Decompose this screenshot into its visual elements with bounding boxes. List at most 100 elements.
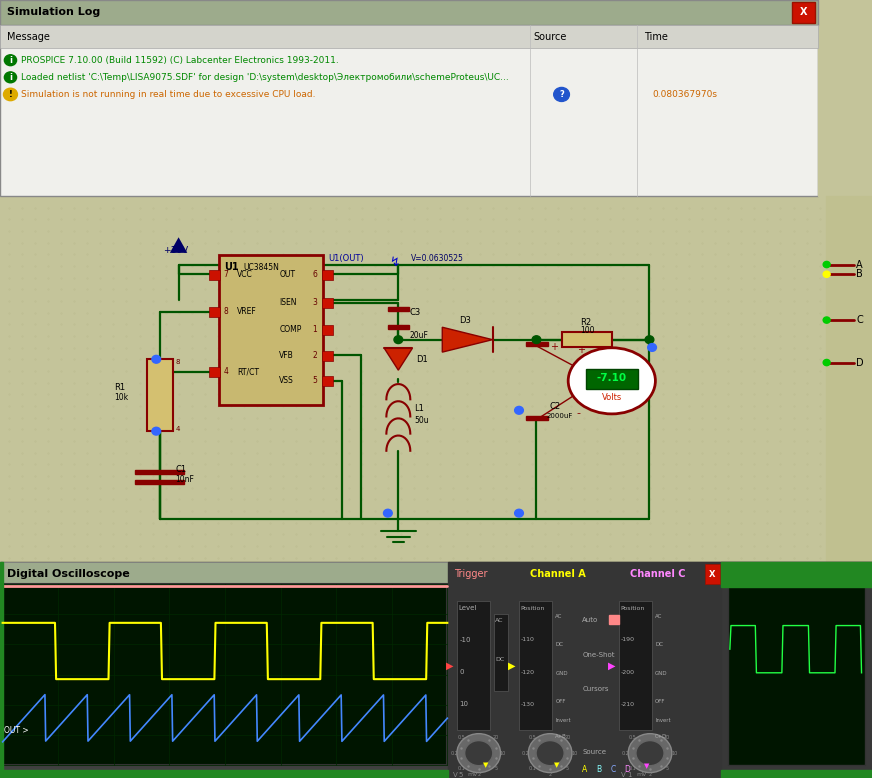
Text: 10: 10 xyxy=(671,751,678,755)
Bar xyxy=(609,615,619,625)
Text: 4: 4 xyxy=(175,426,180,432)
Text: 2: 2 xyxy=(548,773,552,777)
Text: 3: 3 xyxy=(312,298,317,307)
Text: -200: -200 xyxy=(620,670,634,675)
Circle shape xyxy=(3,88,17,100)
Bar xyxy=(0,562,872,778)
Text: Loaded netlist 'C:\Temp\LISA9075.SDF' for design 'D:\system\desktop\Электромобил: Loaded netlist 'C:\Temp\LISA9075.SDF' fo… xyxy=(21,73,508,82)
Bar xyxy=(388,325,409,329)
Bar xyxy=(209,367,221,377)
Text: A: A xyxy=(856,260,863,269)
Text: 100: 100 xyxy=(580,326,594,335)
Text: V: V xyxy=(453,772,457,778)
Text: 20: 20 xyxy=(664,735,671,741)
Text: 10: 10 xyxy=(571,751,577,755)
Circle shape xyxy=(532,336,541,344)
Text: D3: D3 xyxy=(459,316,471,324)
Bar xyxy=(0,196,872,562)
Text: 0.080367970s: 0.080367970s xyxy=(652,90,718,99)
Text: AC: AC xyxy=(655,614,663,619)
Bar xyxy=(792,2,815,23)
Bar xyxy=(388,307,409,310)
Text: 10nF: 10nF xyxy=(175,475,194,484)
Bar xyxy=(220,254,323,405)
Text: C+D: C+D xyxy=(655,734,667,739)
Text: !: ! xyxy=(9,90,12,99)
Text: 5: 5 xyxy=(312,377,317,385)
Text: A+B: A+B xyxy=(555,734,567,739)
Text: -210: -210 xyxy=(620,702,634,707)
Text: ▼: ▼ xyxy=(555,762,560,768)
Text: 5: 5 xyxy=(459,772,463,778)
Bar xyxy=(721,562,872,587)
Text: 20: 20 xyxy=(493,735,499,741)
Text: Source: Source xyxy=(534,32,567,41)
Text: R1: R1 xyxy=(114,383,126,392)
Text: D1: D1 xyxy=(416,355,427,364)
Text: 2000uF: 2000uF xyxy=(547,413,573,419)
Circle shape xyxy=(823,261,830,268)
Bar xyxy=(448,562,721,778)
Text: Position: Position xyxy=(521,606,545,611)
Text: UC3845N: UC3845N xyxy=(244,263,280,272)
Bar xyxy=(818,0,872,196)
Circle shape xyxy=(457,734,501,773)
Text: ISEN: ISEN xyxy=(279,298,296,307)
Text: 0.5: 0.5 xyxy=(529,735,537,741)
Text: X: X xyxy=(800,8,807,17)
Bar xyxy=(0,770,448,778)
Text: ▶: ▶ xyxy=(446,661,454,671)
Bar xyxy=(721,562,872,778)
Text: 4: 4 xyxy=(224,367,228,377)
Circle shape xyxy=(823,272,830,278)
Text: Channel C: Channel C xyxy=(630,569,685,579)
Circle shape xyxy=(628,734,671,773)
Text: DC: DC xyxy=(495,657,505,661)
Bar xyxy=(705,564,720,584)
Bar xyxy=(135,480,184,484)
Text: Auto: Auto xyxy=(582,617,598,623)
Text: ↯: ↯ xyxy=(389,256,399,269)
Circle shape xyxy=(554,87,569,101)
Text: -130: -130 xyxy=(521,702,535,707)
Text: Invert: Invert xyxy=(555,717,571,723)
Text: +10V: +10V xyxy=(163,246,188,255)
Text: ▶: ▶ xyxy=(608,661,616,671)
Bar xyxy=(322,351,333,361)
Text: Simulation Log: Simulation Log xyxy=(7,8,100,17)
Circle shape xyxy=(465,741,493,766)
Text: GND: GND xyxy=(555,671,568,676)
Text: A: A xyxy=(582,765,588,774)
Text: 50u: 50u xyxy=(414,416,429,425)
Text: 2: 2 xyxy=(312,351,317,360)
Circle shape xyxy=(636,741,664,766)
Text: 0.5: 0.5 xyxy=(458,735,466,741)
Text: 0.2: 0.2 xyxy=(622,751,630,755)
Bar xyxy=(519,601,552,731)
Text: D: D xyxy=(856,358,864,367)
Bar xyxy=(3,584,447,766)
Text: OFF: OFF xyxy=(655,699,665,704)
Text: Time: Time xyxy=(644,32,667,41)
Circle shape xyxy=(823,317,830,323)
Text: 0.1: 0.1 xyxy=(458,766,466,771)
Bar xyxy=(322,377,333,387)
Text: X: X xyxy=(709,569,716,579)
Text: C2: C2 xyxy=(549,402,561,411)
Text: -: - xyxy=(577,408,581,419)
Bar xyxy=(0,562,3,778)
Circle shape xyxy=(394,336,403,344)
Text: OUT >: OUT > xyxy=(4,727,29,735)
Circle shape xyxy=(645,336,654,344)
Bar xyxy=(0,0,818,196)
Bar xyxy=(526,342,548,346)
Text: mV: mV xyxy=(636,773,646,777)
Text: -7.10: -7.10 xyxy=(596,373,627,384)
Text: 0.1: 0.1 xyxy=(529,766,537,771)
Polygon shape xyxy=(442,328,493,352)
Circle shape xyxy=(648,344,657,352)
Text: Cursors: Cursors xyxy=(582,686,609,692)
Text: 10: 10 xyxy=(500,751,506,755)
Text: Channel A: Channel A xyxy=(530,569,586,579)
Circle shape xyxy=(152,427,160,435)
